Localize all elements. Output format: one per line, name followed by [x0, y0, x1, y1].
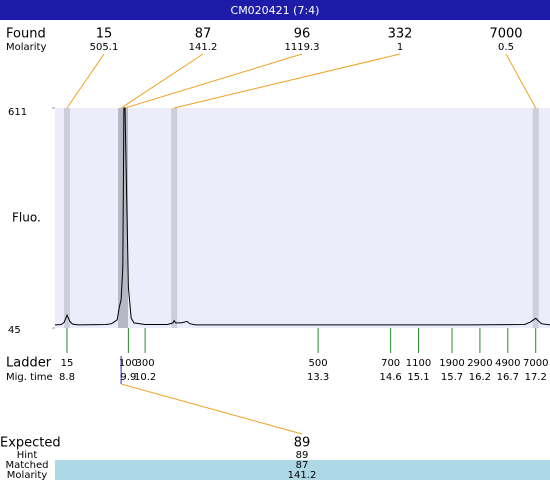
ladder-time: 14.6: [380, 372, 402, 383]
peak-connector: [120, 53, 204, 109]
ladder-size: 1100: [406, 358, 431, 369]
ladder-size: 500: [309, 358, 328, 369]
expected-connector: [120, 383, 303, 435]
expected-label: Expected: [0, 436, 61, 451]
ladder-size: 2900: [467, 358, 492, 369]
found-molarity: 505.1: [90, 42, 119, 53]
found-size: 15: [96, 27, 113, 42]
found-size: 96: [294, 27, 311, 42]
ladder-time: 9.9: [120, 372, 136, 383]
found-size: 7000: [489, 27, 522, 42]
y-tick-label: 611: [8, 107, 27, 118]
found-molarity: 141.2: [189, 42, 218, 53]
y-axis-label: Fluo.: [12, 211, 41, 225]
hint-value: 89: [296, 450, 309, 461]
ladder-time: 13.3: [307, 372, 329, 383]
found-molarity: 1119.3: [285, 42, 320, 53]
matched-bar: [55, 460, 550, 480]
found-label: Found: [6, 27, 46, 42]
ladder-time: 17.2: [525, 372, 547, 383]
title-bar: [0, 0, 550, 20]
ladder-time: 15.7: [441, 372, 463, 383]
title: CM020421 (7:4): [231, 4, 320, 17]
peak-band: [532, 108, 539, 328]
ladder-time: 16.2: [469, 372, 491, 383]
ladder-time: 8.8: [59, 372, 75, 383]
ladder-size: 7000: [523, 358, 548, 369]
peak-band: [118, 108, 125, 328]
matched-value: 87: [296, 460, 309, 471]
ladder-size: 1900: [439, 358, 464, 369]
peak-connector: [124, 53, 303, 109]
found-size: 332: [388, 27, 413, 42]
found-molarity: 0.5: [498, 42, 514, 53]
ladder-size: 700: [381, 358, 400, 369]
mig-time-label: Mig. time: [6, 372, 53, 383]
plot-area: [55, 108, 550, 328]
ladder-size: 300: [136, 358, 155, 369]
found-size: 87: [195, 27, 212, 42]
peak-band: [63, 108, 70, 328]
ladder-time: 16.7: [497, 372, 519, 383]
fluorescence-trace: [54, 107, 550, 326]
peak-connector: [505, 53, 537, 109]
peak-connector: [66, 53, 105, 109]
matched-label: Matched: [5, 460, 48, 471]
ladder-time: 10.2: [134, 372, 156, 383]
found-molarity: 1: [397, 42, 403, 53]
molarity-row-label: Molarity: [7, 470, 47, 480]
y-tick-label: 45: [8, 325, 21, 336]
molarity-row-value: 141.2: [288, 470, 317, 480]
peak-band: [122, 108, 129, 328]
ladder-size: 100: [119, 358, 138, 369]
ladder-size: 4900: [495, 358, 520, 369]
ladder-time: 15.1: [407, 372, 429, 383]
peak-connector: [174, 53, 401, 109]
hint-label: Hint: [17, 450, 38, 461]
molarity-label: Molarity: [6, 42, 46, 53]
expected-value: 89: [294, 436, 311, 451]
peak-band: [171, 108, 178, 328]
ladder-size: 15: [61, 358, 74, 369]
ladder-label: Ladder: [6, 356, 52, 371]
